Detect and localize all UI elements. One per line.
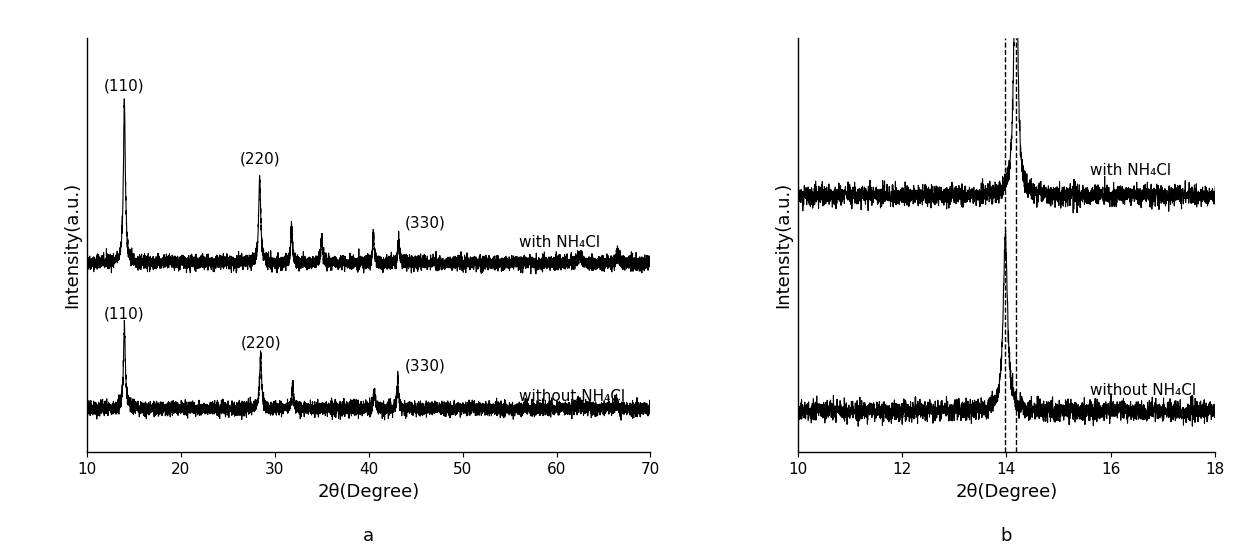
Text: without NH₄Cl: without NH₄Cl: [1090, 383, 1197, 398]
Text: (220): (220): [239, 152, 280, 166]
Text: with NH₄Cl: with NH₄Cl: [1090, 163, 1171, 178]
Text: (110): (110): [104, 78, 145, 94]
X-axis label: 2θ(Degree): 2θ(Degree): [317, 483, 420, 501]
Y-axis label: Intensity(a.u.): Intensity(a.u.): [774, 182, 792, 308]
Y-axis label: Intensity(a.u.): Intensity(a.u.): [63, 182, 82, 308]
Text: b: b: [1001, 527, 1012, 545]
Text: a: a: [363, 527, 374, 545]
Text: (330): (330): [404, 216, 445, 231]
X-axis label: 2θ(Degree): 2θ(Degree): [955, 483, 1058, 501]
Text: with NH₄Cl: with NH₄Cl: [520, 235, 600, 250]
Text: without NH₄Cl: without NH₄Cl: [520, 390, 625, 404]
Text: (330): (330): [404, 359, 445, 373]
Text: (110): (110): [104, 306, 145, 321]
Text: (220): (220): [241, 335, 281, 350]
